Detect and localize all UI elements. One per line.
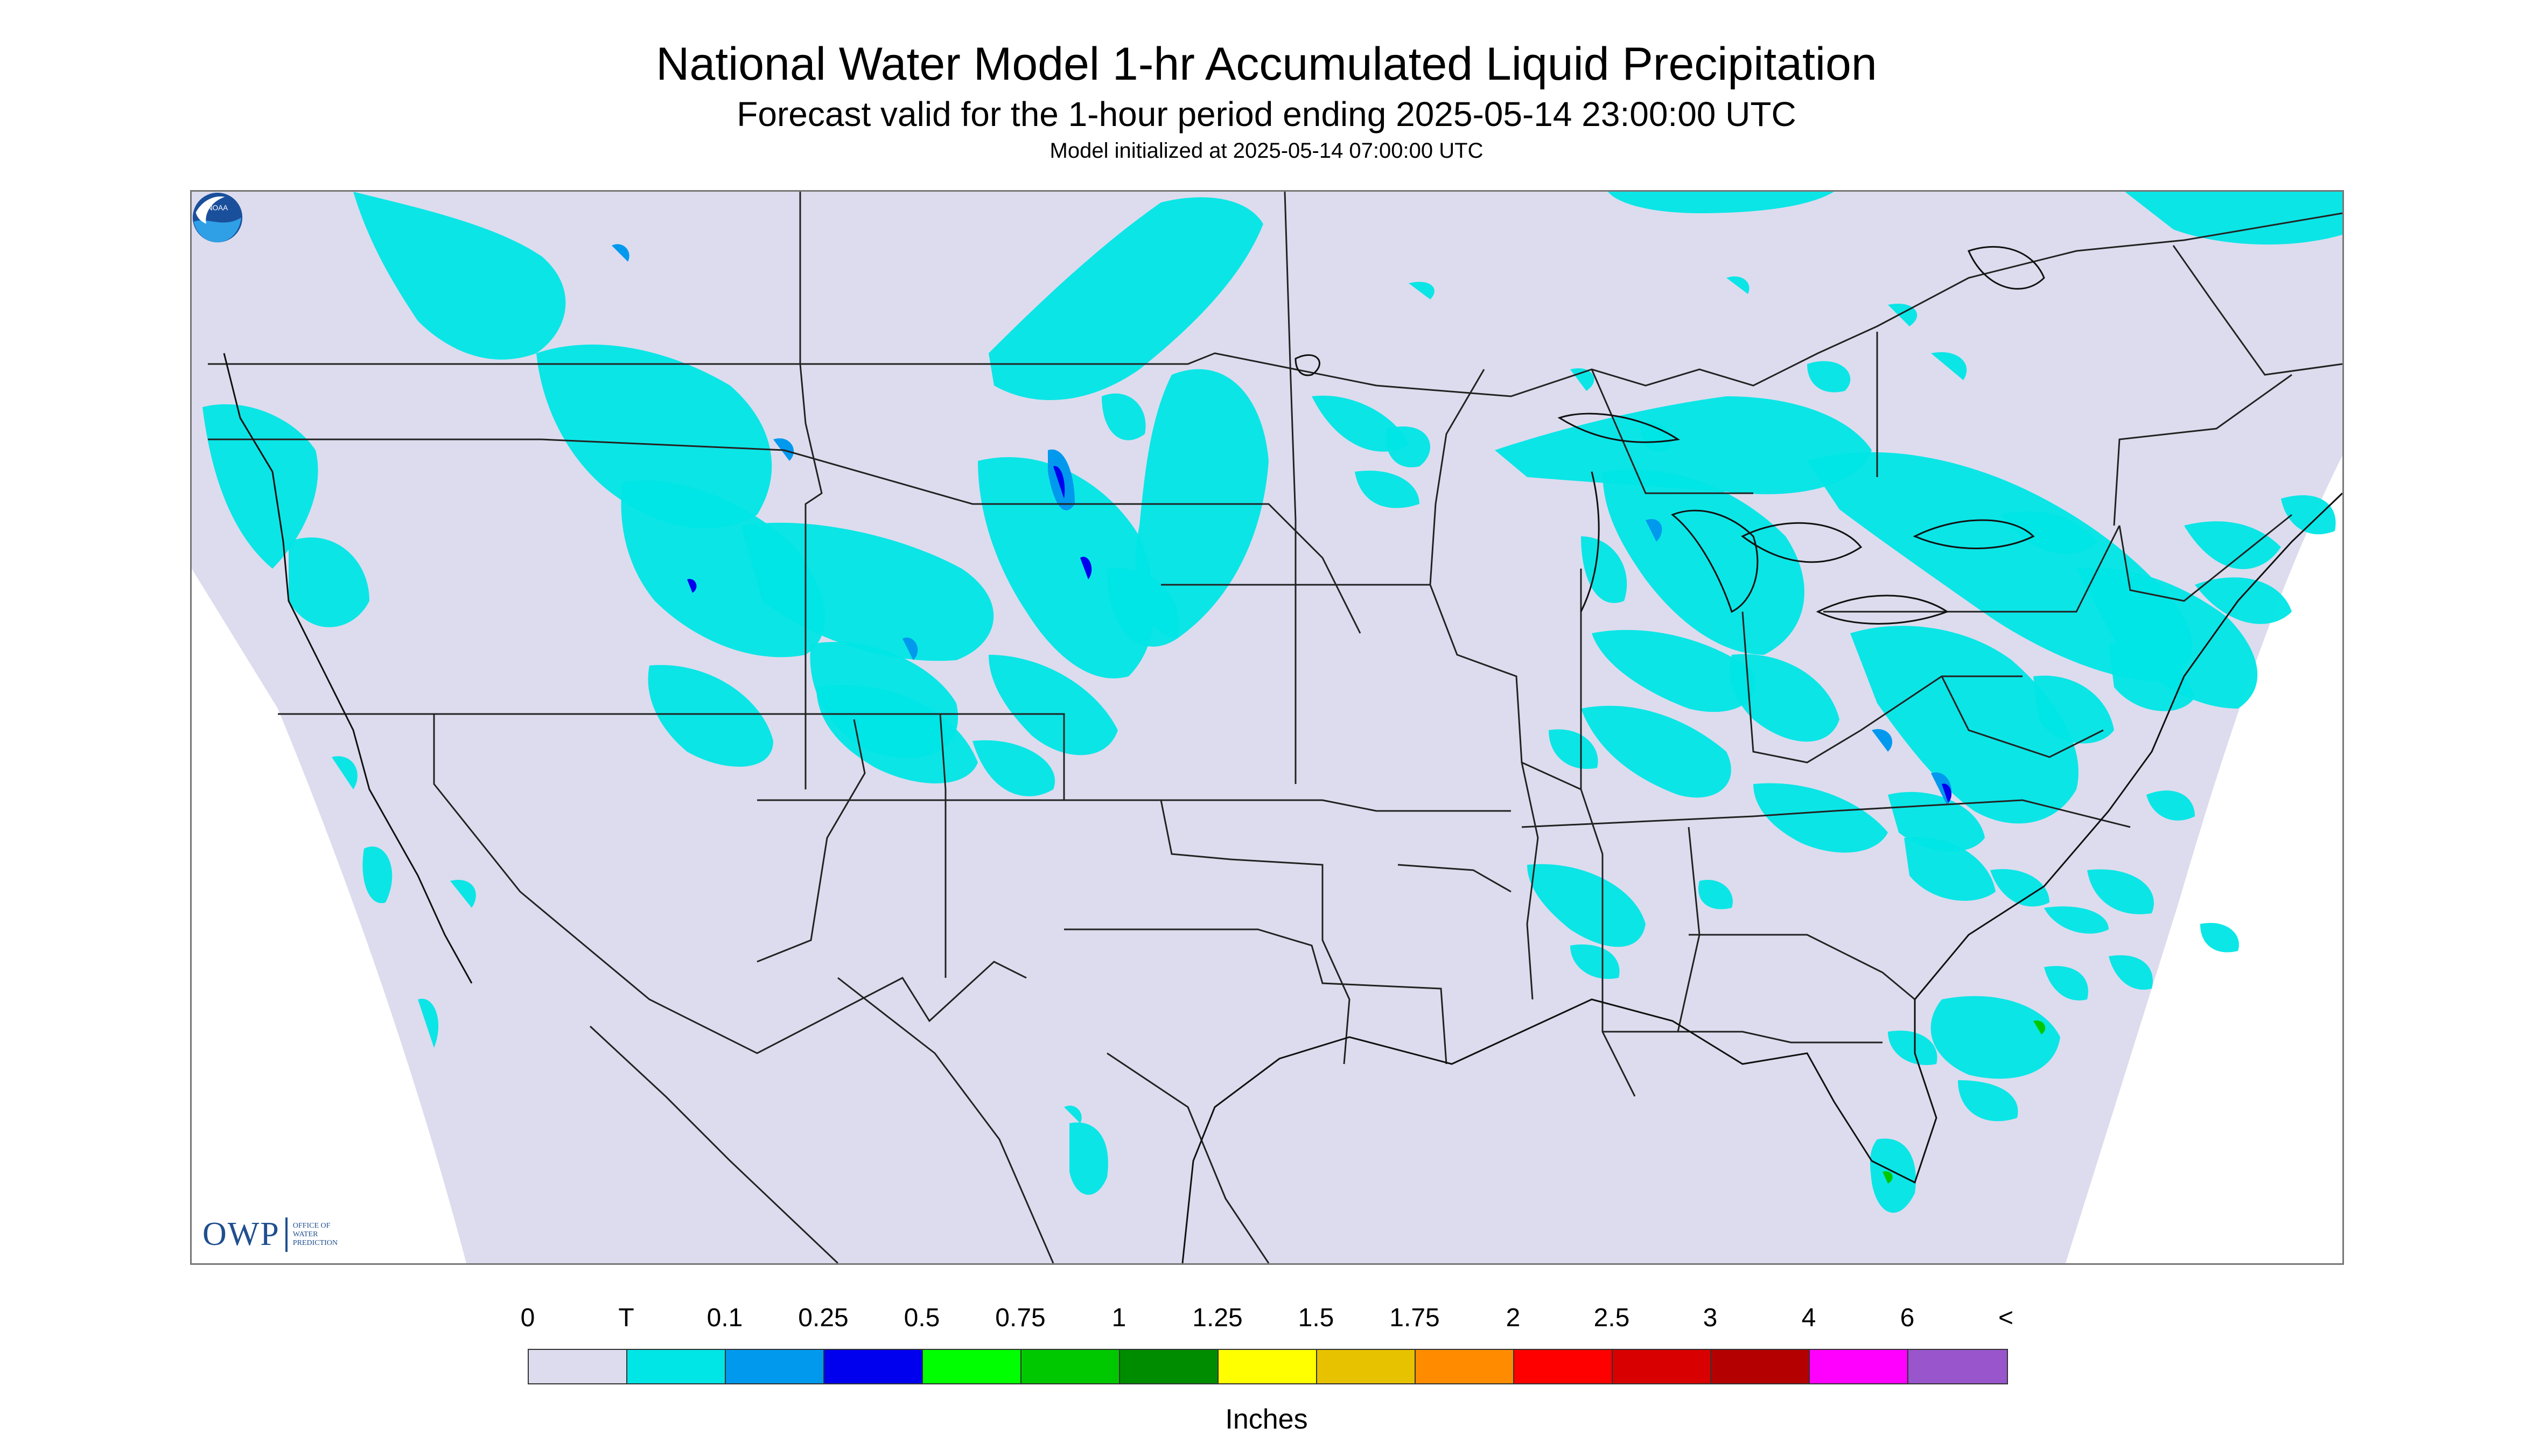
- legend-units-label: Inches: [1225, 1404, 1308, 1435]
- legend-color-cell: [1514, 1350, 1613, 1383]
- precipitation-map[interactable]: OWP OFFICE OF WATER PREDICTION NOAA: [190, 190, 2344, 1265]
- owp-logo-text: OWP: [202, 1216, 280, 1252]
- legend-color-cell: [627, 1350, 726, 1383]
- legend-color-cell: [1711, 1350, 1810, 1383]
- coastlines: [223, 246, 2342, 1263]
- forecast-valid-subtitle: Forecast valid for the 1-hour period end…: [737, 95, 1796, 134]
- legend-tick-label: 0.5: [904, 1304, 940, 1332]
- noaa-logo-text: NOAA: [207, 204, 228, 212]
- legend-tick-label: T: [618, 1304, 634, 1332]
- political-boundaries: [208, 192, 2342, 1263]
- model-init-line: Model initialized at 2025-05-14 07:00:00…: [1049, 139, 1484, 163]
- chart-title: National Water Model 1-hr Accumulated Li…: [656, 38, 1877, 90]
- legend-colorbar: [528, 1349, 2008, 1384]
- precip-dark-blue-cores: [687, 466, 1952, 803]
- owp-line-3: PREDICTION: [292, 1238, 338, 1247]
- owp-line-2: WATER: [292, 1230, 318, 1238]
- legend-tick-label: 1: [1111, 1304, 1126, 1332]
- legend-tick-label: 1.75: [1389, 1304, 1440, 1332]
- legend-tick-label: 6: [1900, 1304, 1915, 1332]
- precip-trace-areas: [202, 192, 2342, 1213]
- precip-green-cores: [1883, 1020, 2046, 1184]
- legend-tick-label: 1.5: [1298, 1304, 1334, 1332]
- legend-tick-label: 0.75: [995, 1304, 1046, 1332]
- legend-color-cell: [1317, 1350, 1416, 1383]
- owp-logo: OWP OFFICE OF WATER PREDICTION: [202, 1215, 338, 1254]
- legend-tick-label: 0.25: [798, 1304, 849, 1332]
- legend-tick-label: 2.5: [1593, 1304, 1630, 1332]
- legend-tick-label: 0.1: [706, 1304, 743, 1332]
- legend-tick-label: 1.25: [1192, 1304, 1243, 1332]
- legend-tick-labels: 0 T 0.1 0.25 0.5 0.75 1 1.25 1.5 1.75 2 2.5 3 4 6 <: [0, 1303, 2533, 1335]
- legend-tick-label: <: [1998, 1304, 2014, 1332]
- owp-line-1: OFFICE OF: [292, 1221, 331, 1230]
- legend-tick-label: 3: [1703, 1304, 1718, 1332]
- legend-tick-label: 2: [1506, 1304, 1521, 1332]
- legend-color-cell: [1219, 1350, 1317, 1383]
- legend-color-cell: [1810, 1350, 1908, 1383]
- map-svg: [192, 192, 2342, 1263]
- legend-color-cell: [1908, 1350, 2007, 1383]
- legend-color-cell: [529, 1350, 627, 1383]
- noaa-logo-icon: NOAA: [192, 192, 243, 243]
- legend-tick-label: 4: [1801, 1304, 1816, 1332]
- legend-color-cell: [1416, 1350, 1514, 1383]
- legend-color-cell: [726, 1350, 824, 1383]
- owp-logo-subtext: OFFICE OF WATER PREDICTION: [293, 1222, 338, 1248]
- legend-color-cell: [923, 1350, 1021, 1383]
- legend-color-cell: [1021, 1350, 1120, 1383]
- legend-tick-label: 0: [520, 1304, 535, 1332]
- legend-color-cell: [824, 1350, 923, 1383]
- owp-logo-divider: [285, 1217, 288, 1252]
- legend-color-cell: [1613, 1350, 1711, 1383]
- legend-color-cell: [1120, 1350, 1219, 1383]
